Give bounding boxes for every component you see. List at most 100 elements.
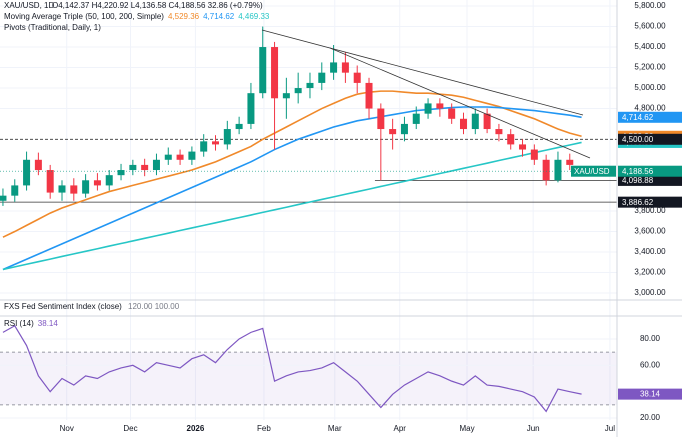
candle-body [164,154,172,160]
level-badge-bg [618,174,682,186]
candle-body [34,159,42,171]
candle-body [519,144,527,150]
candle-body [448,108,456,119]
y-tick-label: 5,200.00 [634,63,666,72]
candle-body [365,82,373,109]
candle-body [46,170,54,193]
candle-body [176,154,184,160]
candle-body [235,123,243,130]
candle-body [105,175,113,186]
candle-body [200,141,208,152]
grid [0,0,617,420]
x-tick-label: Jul [605,424,615,433]
candle-body [318,72,326,83]
moving-average [2,106,582,271]
y-tick-label: 5,000.00 [634,83,666,92]
y-tick-label: 3,200.00 [634,268,666,277]
candle-body [259,47,267,94]
rsi-value: 38.14 [38,319,59,328]
rsi-badge: 38.14 [640,390,661,399]
y-tick-label: 4,800.00 [634,104,666,113]
candle-body [459,118,467,130]
candle-body [554,159,562,181]
y-tick-label: 3,400.00 [634,247,666,256]
overlay-title: FXS Fed Sentiment Index (close) [4,302,122,311]
x-tick-label: Jun [527,424,540,433]
y-tick-label: 5,800.00 [634,1,666,10]
rsi-line [2,324,582,413]
candle-body [82,180,90,194]
candle-body [212,141,220,145]
candle-body [0,195,7,201]
candle-body [58,185,66,193]
symbol-badge: XAU/USD [574,167,610,176]
pivot-title: Pivots (Traditional, Daily, 1) [4,23,101,32]
candle-body [70,185,78,194]
x-tick-label: Feb [257,424,271,433]
plot [0,26,617,413]
moving-average [2,90,582,238]
candle-body [483,113,491,130]
rsi-band-fill [0,352,617,405]
candle-body [11,185,19,196]
ma-badge-bg [618,111,682,123]
price-badge: 4,188.56 [622,167,654,176]
ma-value: 4,714.62 [203,12,235,21]
symbol-title: XAU/USD, 1D [4,1,54,10]
moving-average [2,141,582,271]
candle-body [424,103,432,114]
rsi-title: RSI (14) [4,319,34,328]
candle-body [294,88,302,94]
x-tick-label: May [459,424,474,433]
candle-body [389,129,397,135]
x-tick-label: Nov [60,424,74,433]
trendline [261,29,584,116]
candle-body [188,151,196,160]
candle-body [117,170,125,176]
candle-body [93,180,101,186]
ma-title: Moving Average Triple (50, 100, 200, Sim… [4,12,164,21]
candle-body [542,159,550,181]
candle-body [247,93,255,124]
y-tick-label: 3,800.00 [634,206,666,215]
trendline [329,47,591,159]
candle-body [223,129,231,145]
candle-body [23,159,31,186]
y-tick-label: 80.00 [640,334,661,343]
candle-body [141,164,149,171]
candle-body [353,72,361,83]
level-badge: 4,500.00 [622,135,654,144]
level-badge: 4,098.88 [622,176,654,185]
y-tick-label: 3,600.00 [634,227,666,236]
x-tick-label: Dec [123,424,137,433]
ma-value: 4,469.33 [238,12,270,21]
candle-body [129,164,137,171]
candle-body [330,62,338,73]
candle-body [530,149,538,160]
candle-body [436,103,444,109]
ma-badge: 4,714.62 [622,113,654,122]
ohlc-text: O4,142.37 H4,220.92 L4,136.58 C4,188.56 … [52,1,263,10]
candle-body [271,47,279,99]
candle-body [566,159,574,165]
candle-body [282,93,290,99]
y-tick-label: 3,000.00 [634,288,666,297]
candle-body [471,113,479,130]
y-tick-label: 20.00 [640,413,661,422]
y-tick-label: 60.00 [640,360,661,369]
level-badge-bg [618,133,682,145]
symbol-badge-bg [571,165,616,177]
ma-value: 4,529.36 [168,12,200,21]
candle-body [152,159,160,171]
y-tick-label: 5,600.00 [634,22,666,31]
y-tick-label: 5,400.00 [634,42,666,51]
level-badge: 3,886.62 [622,198,654,207]
candle-body [377,108,385,130]
candle-body [412,113,420,124]
candle-body [507,134,515,145]
price-badge-bg [618,165,682,177]
candle-body [341,62,349,73]
rsi-badge-bg [618,388,682,400]
